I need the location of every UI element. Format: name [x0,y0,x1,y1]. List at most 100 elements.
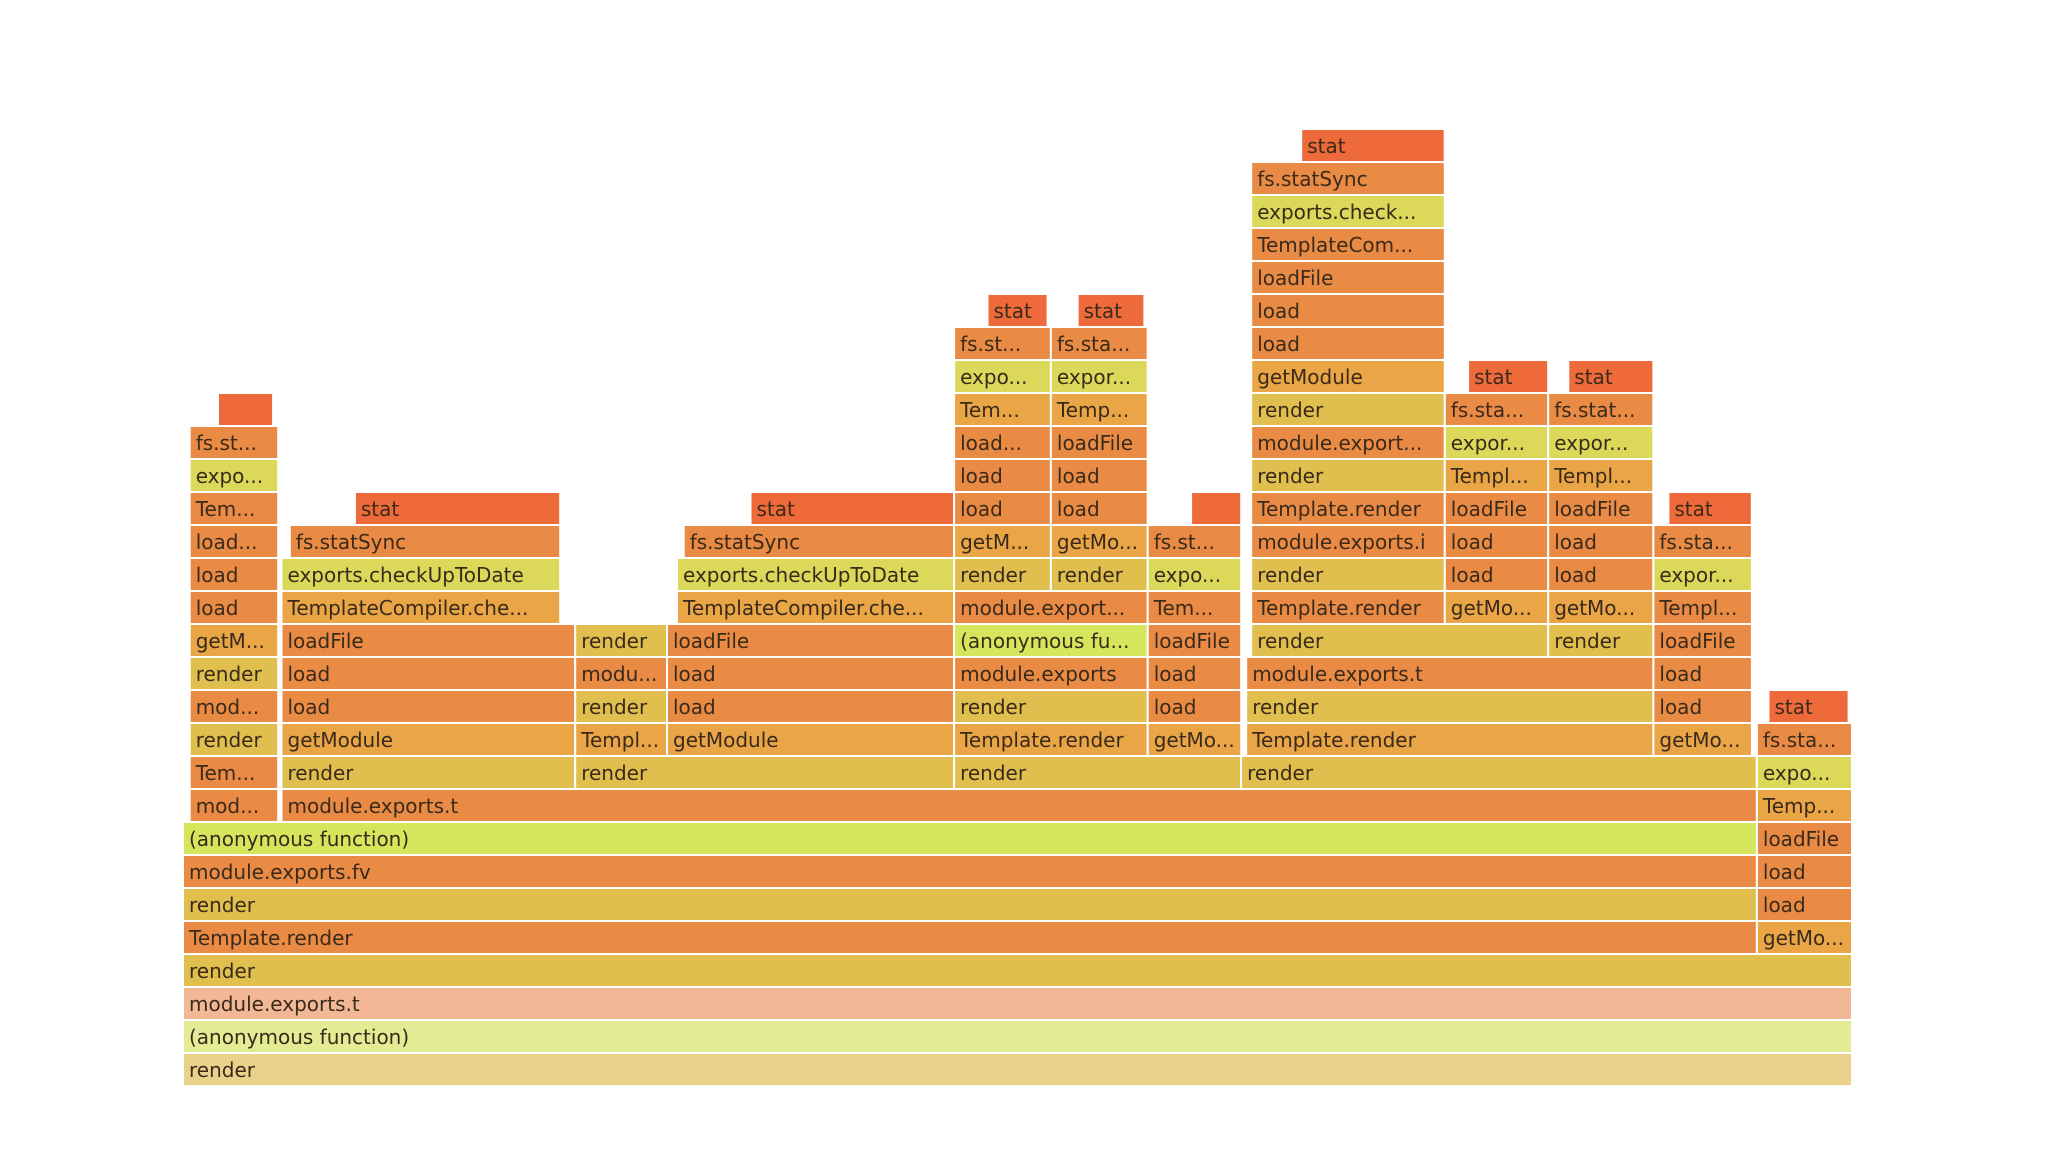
flame-frame[interactable]: expo... [953,359,1052,394]
flame-frame[interactable]: expo... [1146,557,1243,592]
flame-frame-bar[interactable] [1250,161,1446,196]
flame-frame-bar[interactable] [953,524,1052,559]
flame-frame[interactable]: getM... [953,524,1052,559]
flame-frame-bar[interactable] [1190,491,1243,526]
flame-frame-bar[interactable] [953,689,1149,724]
flame-frame[interactable]: render [1049,557,1149,592]
flame-frame-bar[interactable] [1049,392,1149,427]
flame-frame[interactable]: fs.statSync [682,524,956,559]
flame-frame-bar[interactable] [953,425,1052,460]
flame-frame[interactable]: load [1547,557,1655,592]
flame-frame[interactable]: getMo... [1443,590,1550,625]
flame-frame[interactable]: getM... [188,623,280,658]
flame-frame[interactable]: fs.sta... [1652,524,1753,559]
flame-frame[interactable]: load [188,557,280,592]
flame-frame[interactable]: module.export... [953,590,1149,625]
flame-frame-bar[interactable] [1250,194,1446,229]
flame-frame[interactable]: fs.statSync [1250,161,1446,196]
flame-frame-bar[interactable] [1250,425,1446,460]
flame-frame[interactable]: fs.sta... [1049,326,1149,361]
flame-frame-bar[interactable] [182,986,1853,1021]
flame-frame[interactable]: render [182,887,1758,922]
flame-frame[interactable]: load [1755,887,1854,922]
flame-frame[interactable]: load [1443,557,1550,592]
flame-frame-bar[interactable] [953,755,1243,790]
flame-frame-bar[interactable] [1250,392,1446,427]
flame-frame[interactable]: exports.checkUpToDate [676,557,956,592]
flame-frame-bar[interactable] [1547,524,1655,559]
flame-frame[interactable]: Templ... [1652,590,1753,625]
flame-frame-bar[interactable] [188,425,280,460]
flame-frame[interactable]: Tem... [188,491,280,526]
flame-frame-bar[interactable] [1146,656,1243,691]
flame-frame-bar[interactable] [1652,722,1753,757]
flame-frame[interactable]: stat [1667,491,1753,526]
flame-frame[interactable]: render [188,656,280,691]
flame-frame[interactable]: load [280,656,577,691]
flame-frame-bar[interactable] [1245,656,1655,691]
flame-frame[interactable]: Templ... [574,722,669,757]
flame-frame[interactable]: render [1245,689,1655,724]
flame-frame-bar[interactable] [1250,557,1446,592]
flame-frame[interactable]: expor... [1049,359,1149,394]
flame-frame[interactable]: stat [1300,128,1446,163]
flame-frame[interactable]: load [1146,656,1243,691]
flame-frame-bar[interactable] [953,326,1052,361]
flame-frame-bar[interactable] [182,854,1758,889]
flame-frame[interactable]: Tem... [188,755,280,790]
flame-frame[interactable]: load [1443,524,1550,559]
flame-frame[interactable]: module.exports.t [1245,656,1655,691]
flame-frame[interactable]: load... [188,524,280,559]
flame-frame-bar[interactable] [188,524,280,559]
flame-frame-bar[interactable] [1667,491,1753,526]
flame-frame[interactable]: stat [353,491,562,526]
flame-frame-bar[interactable] [1300,128,1446,163]
flame-frame-bar[interactable] [1755,920,1854,955]
flame-frame[interactable]: load [1250,326,1446,361]
flame-frame[interactable]: render [182,1052,1853,1087]
flame-frame[interactable]: load [1755,854,1854,889]
flame-frame[interactable]: getMo... [1146,722,1243,757]
flame-frame-bar[interactable] [1049,491,1149,526]
flame-frame-bar[interactable] [1443,590,1550,625]
flame-frame[interactable]: fs.st... [188,425,280,460]
flame-frame[interactable]: Temp... [1755,788,1854,823]
flame-frame-bar[interactable] [188,623,280,658]
flame-frame[interactable]: fs.st... [953,326,1052,361]
flame-frame[interactable]: expor... [1652,557,1753,592]
flame-frame[interactable]: stat [986,293,1049,328]
flame-frame[interactable]: load [188,590,280,625]
flame-frame[interactable]: mod... [188,689,280,724]
flame-frame-bar[interactable] [1049,359,1149,394]
flame-frame-bar[interactable] [1547,623,1655,658]
flame-frame-bar[interactable] [182,821,1758,856]
flame-frame[interactable]: Templ... [1443,458,1550,493]
flame-frame-bar[interactable] [280,557,562,592]
flame-frame-bar[interactable] [1755,887,1854,922]
flame-frame[interactable]: loadFile [1443,491,1550,526]
flame-frame[interactable]: load [1652,689,1753,724]
flame-frame-bar[interactable] [1652,590,1753,625]
flame-frame-bar[interactable] [1049,557,1149,592]
flame-frame-bar[interactable] [1250,491,1446,526]
flame-frame-bar[interactable] [953,359,1052,394]
flame-frame[interactable]: getMo... [1547,590,1655,625]
flame-frame[interactable]: expor... [1547,425,1655,460]
flame-frame[interactable]: render [574,755,956,790]
flame-frame[interactable]: stat [1076,293,1146,328]
flame-frame[interactable]: module.exports.t [182,986,1853,1021]
flame-frame-bar[interactable] [280,722,577,757]
flame-frame-bar[interactable] [1443,458,1550,493]
flame-frame[interactable]: load [666,689,956,724]
flame-frame[interactable]: TemplateCompiler.che... [280,590,562,625]
flame-frame[interactable] [217,392,275,427]
flame-frame[interactable]: getMo... [1049,524,1149,559]
flame-frame[interactable]: load... [953,425,1052,460]
flame-frame-bar[interactable] [676,590,956,625]
flame-frame-bar[interactable] [188,491,280,526]
flame-frame[interactable]: render [182,953,1853,988]
flame-frame[interactable]: render [1547,623,1655,658]
flame-frame-bar[interactable] [1767,689,1850,724]
flame-frame-bar[interactable] [1443,425,1550,460]
flame-frame[interactable] [1190,491,1243,526]
